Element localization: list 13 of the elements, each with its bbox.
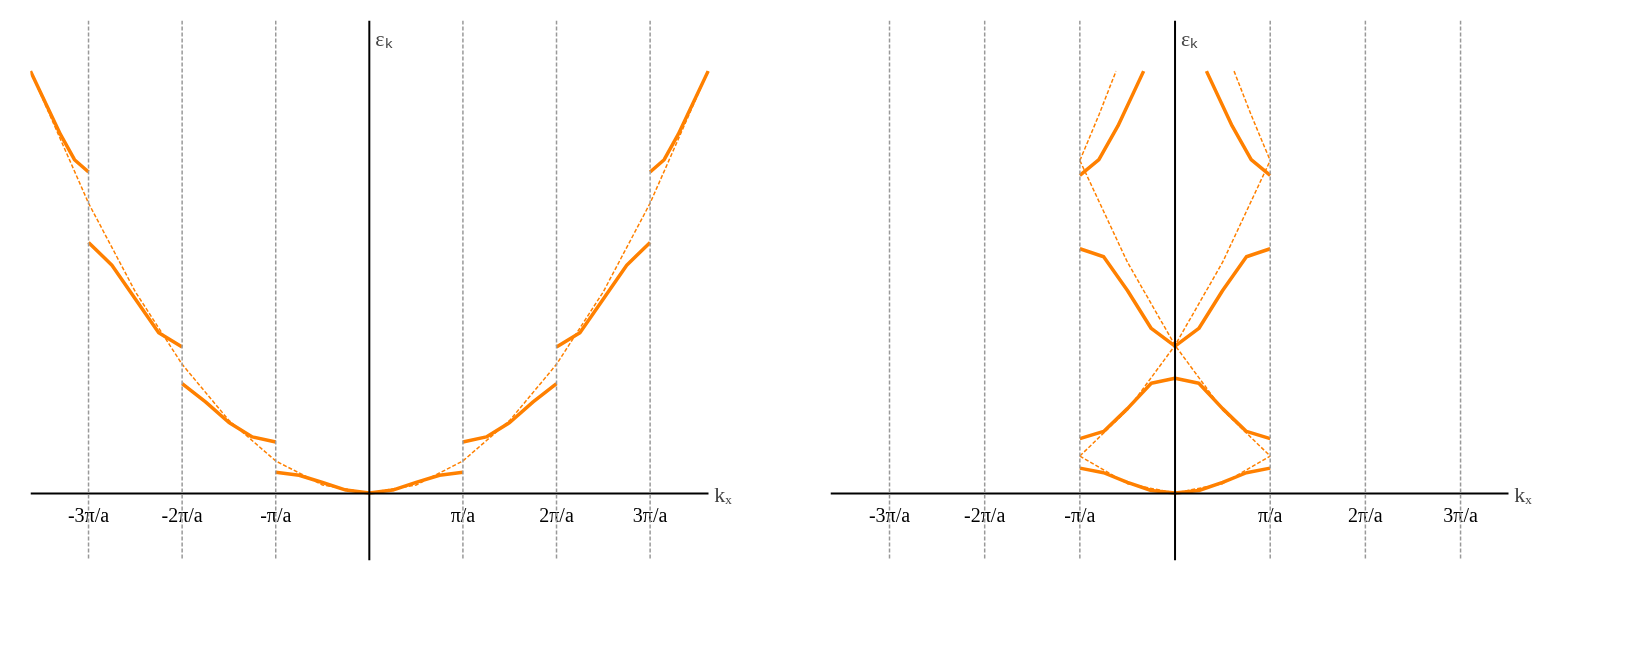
x-axis-title: kₓ	[714, 482, 733, 507]
y-axis-title: εₖ	[375, 25, 393, 51]
x-tick-label: -π/a	[260, 504, 292, 526]
x-tick-label: π/a	[1257, 504, 1283, 526]
x-axis-title: kₓ	[1514, 482, 1533, 507]
x-tick-label: π/a	[450, 504, 476, 526]
y-axis-title: εₖ	[1181, 25, 1199, 51]
x-tick-label: -3π/a	[67, 504, 110, 526]
x-tick-label: 3π/a	[632, 504, 668, 526]
x-tick-label: -2π/a	[161, 504, 203, 526]
x-tick-label: -π/a	[1064, 504, 1096, 526]
x-tick-label: -2π/a	[964, 504, 1006, 526]
x-tick-label: -3π/a	[868, 504, 911, 526]
